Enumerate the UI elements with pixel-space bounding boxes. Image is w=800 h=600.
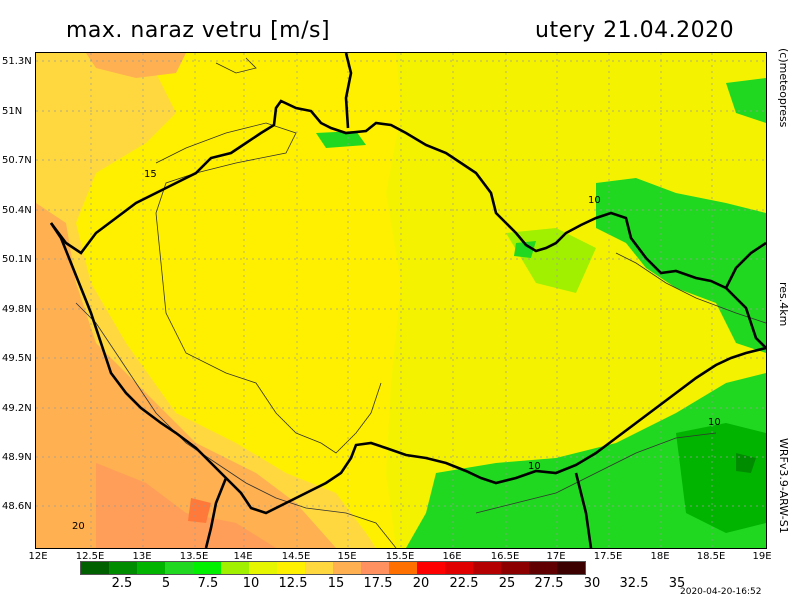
legend-value: 25: [498, 576, 516, 591]
lon-tick: 17E: [546, 551, 566, 562]
legend-value: 32.5: [619, 576, 649, 591]
field-10-12-patch: [514, 241, 536, 258]
legend-swatch: [249, 562, 277, 574]
contour-label: 15: [144, 169, 157, 180]
legend-swatch: [501, 562, 529, 574]
lat-tick: 49.5N: [2, 353, 32, 364]
lat-tick: 48.6N: [2, 501, 32, 512]
legend-swatch: [305, 562, 333, 574]
legend-swatch: [81, 562, 109, 574]
legend-swatch: [473, 562, 501, 574]
contour-label: 20: [72, 521, 85, 532]
lat-tick: 50.4N: [2, 205, 32, 216]
legend-value: 22.5: [449, 576, 479, 591]
lon-tick: 19E: [752, 551, 772, 562]
lon-tick: 12E: [28, 551, 48, 562]
legend-value: 17.5: [363, 576, 393, 591]
lon-tick: 13.5E: [179, 551, 209, 562]
timestamp: 2020-04-20-16:52: [680, 587, 762, 597]
legend-swatch: [277, 562, 305, 574]
legend-swatch: [389, 562, 417, 574]
field-25-hotspot: [188, 498, 211, 523]
legend-swatch: [445, 562, 473, 574]
lat-tick: 51N: [2, 106, 23, 117]
lat-tick: 49.2N: [2, 403, 32, 414]
contour-label: 10: [588, 195, 601, 206]
legend-value: 15: [327, 576, 345, 591]
model-label: WRFv3.9-ARW-S1: [777, 438, 790, 534]
graticule: [36, 53, 766, 548]
border-east-south: [574, 472, 593, 548]
legend-swatch: [137, 562, 165, 574]
field-10-12-north: [316, 131, 366, 148]
legend-value: 30: [583, 576, 601, 591]
field-7-10-se: [676, 423, 766, 533]
legend-value: 5: [161, 576, 171, 591]
lat-tick: 49.8N: [2, 304, 32, 315]
legend-swatch: [333, 562, 361, 574]
lat-tick: 48.9N: [2, 452, 32, 463]
border-southwest: [204, 477, 228, 548]
lon-tick: 18E: [650, 551, 670, 562]
country-border-south: [49, 222, 766, 515]
lat-tick: 51.3N: [2, 56, 32, 67]
lon-tick: 16.5E: [490, 551, 520, 562]
lon-tick: 14E: [233, 551, 253, 562]
isolines: [75, 57, 766, 548]
field-5-7-spot: [736, 453, 756, 473]
legend-swatch: [109, 562, 137, 574]
country-border: [49, 99, 766, 349]
map-date: utery 21.04.2020: [535, 18, 735, 43]
lon-tick: 15E: [337, 551, 357, 562]
legend-value: 10: [242, 576, 260, 591]
wind-gust-map: 15 10 10 10 20: [35, 52, 767, 549]
legend-swatch: [193, 562, 221, 574]
lat-tick: 50.1N: [2, 254, 32, 265]
field-10-12-n: [726, 78, 766, 123]
resolution-label: res.4km: [777, 282, 790, 327]
lon-tick: 12.5E: [75, 551, 105, 562]
field-10-12-ne: [596, 178, 766, 353]
field-nw-patch: [86, 53, 186, 78]
contour-label: 10: [528, 461, 541, 472]
legend-swatch: [417, 562, 445, 574]
legend-value: 20: [412, 576, 430, 591]
lon-tick: 18.5E: [696, 551, 726, 562]
field-22-25: [96, 463, 276, 548]
legend-value: 7.5: [197, 576, 219, 591]
map-title: max. naraz vetru [m/s]: [66, 18, 331, 43]
legend-value: 35: [668, 576, 686, 591]
legend-value: 27.5: [534, 576, 564, 591]
legend-swatch: [165, 562, 193, 574]
legend-value: 12.5: [278, 576, 308, 591]
copyright-label: (c)meteopress: [777, 48, 790, 128]
legend-swatch: [221, 562, 249, 574]
field-20-22: [36, 203, 336, 548]
lat-tick: 50.7N: [2, 155, 32, 166]
lon-tick: 16E: [442, 551, 462, 562]
legend-swatch: [557, 562, 585, 574]
legend-swatch: [529, 562, 557, 574]
legend-swatch: [361, 562, 389, 574]
contour-label: 10: [708, 417, 721, 428]
lon-tick: 13E: [132, 551, 152, 562]
border-north: [344, 53, 353, 129]
border-east: [724, 241, 766, 289]
lon-tick: 15.5E: [385, 551, 415, 562]
color-legend: [80, 561, 586, 575]
legend-value: 2.5: [111, 576, 133, 591]
lon-tick: 17.5E: [593, 551, 623, 562]
lon-tick: 14.5E: [281, 551, 311, 562]
